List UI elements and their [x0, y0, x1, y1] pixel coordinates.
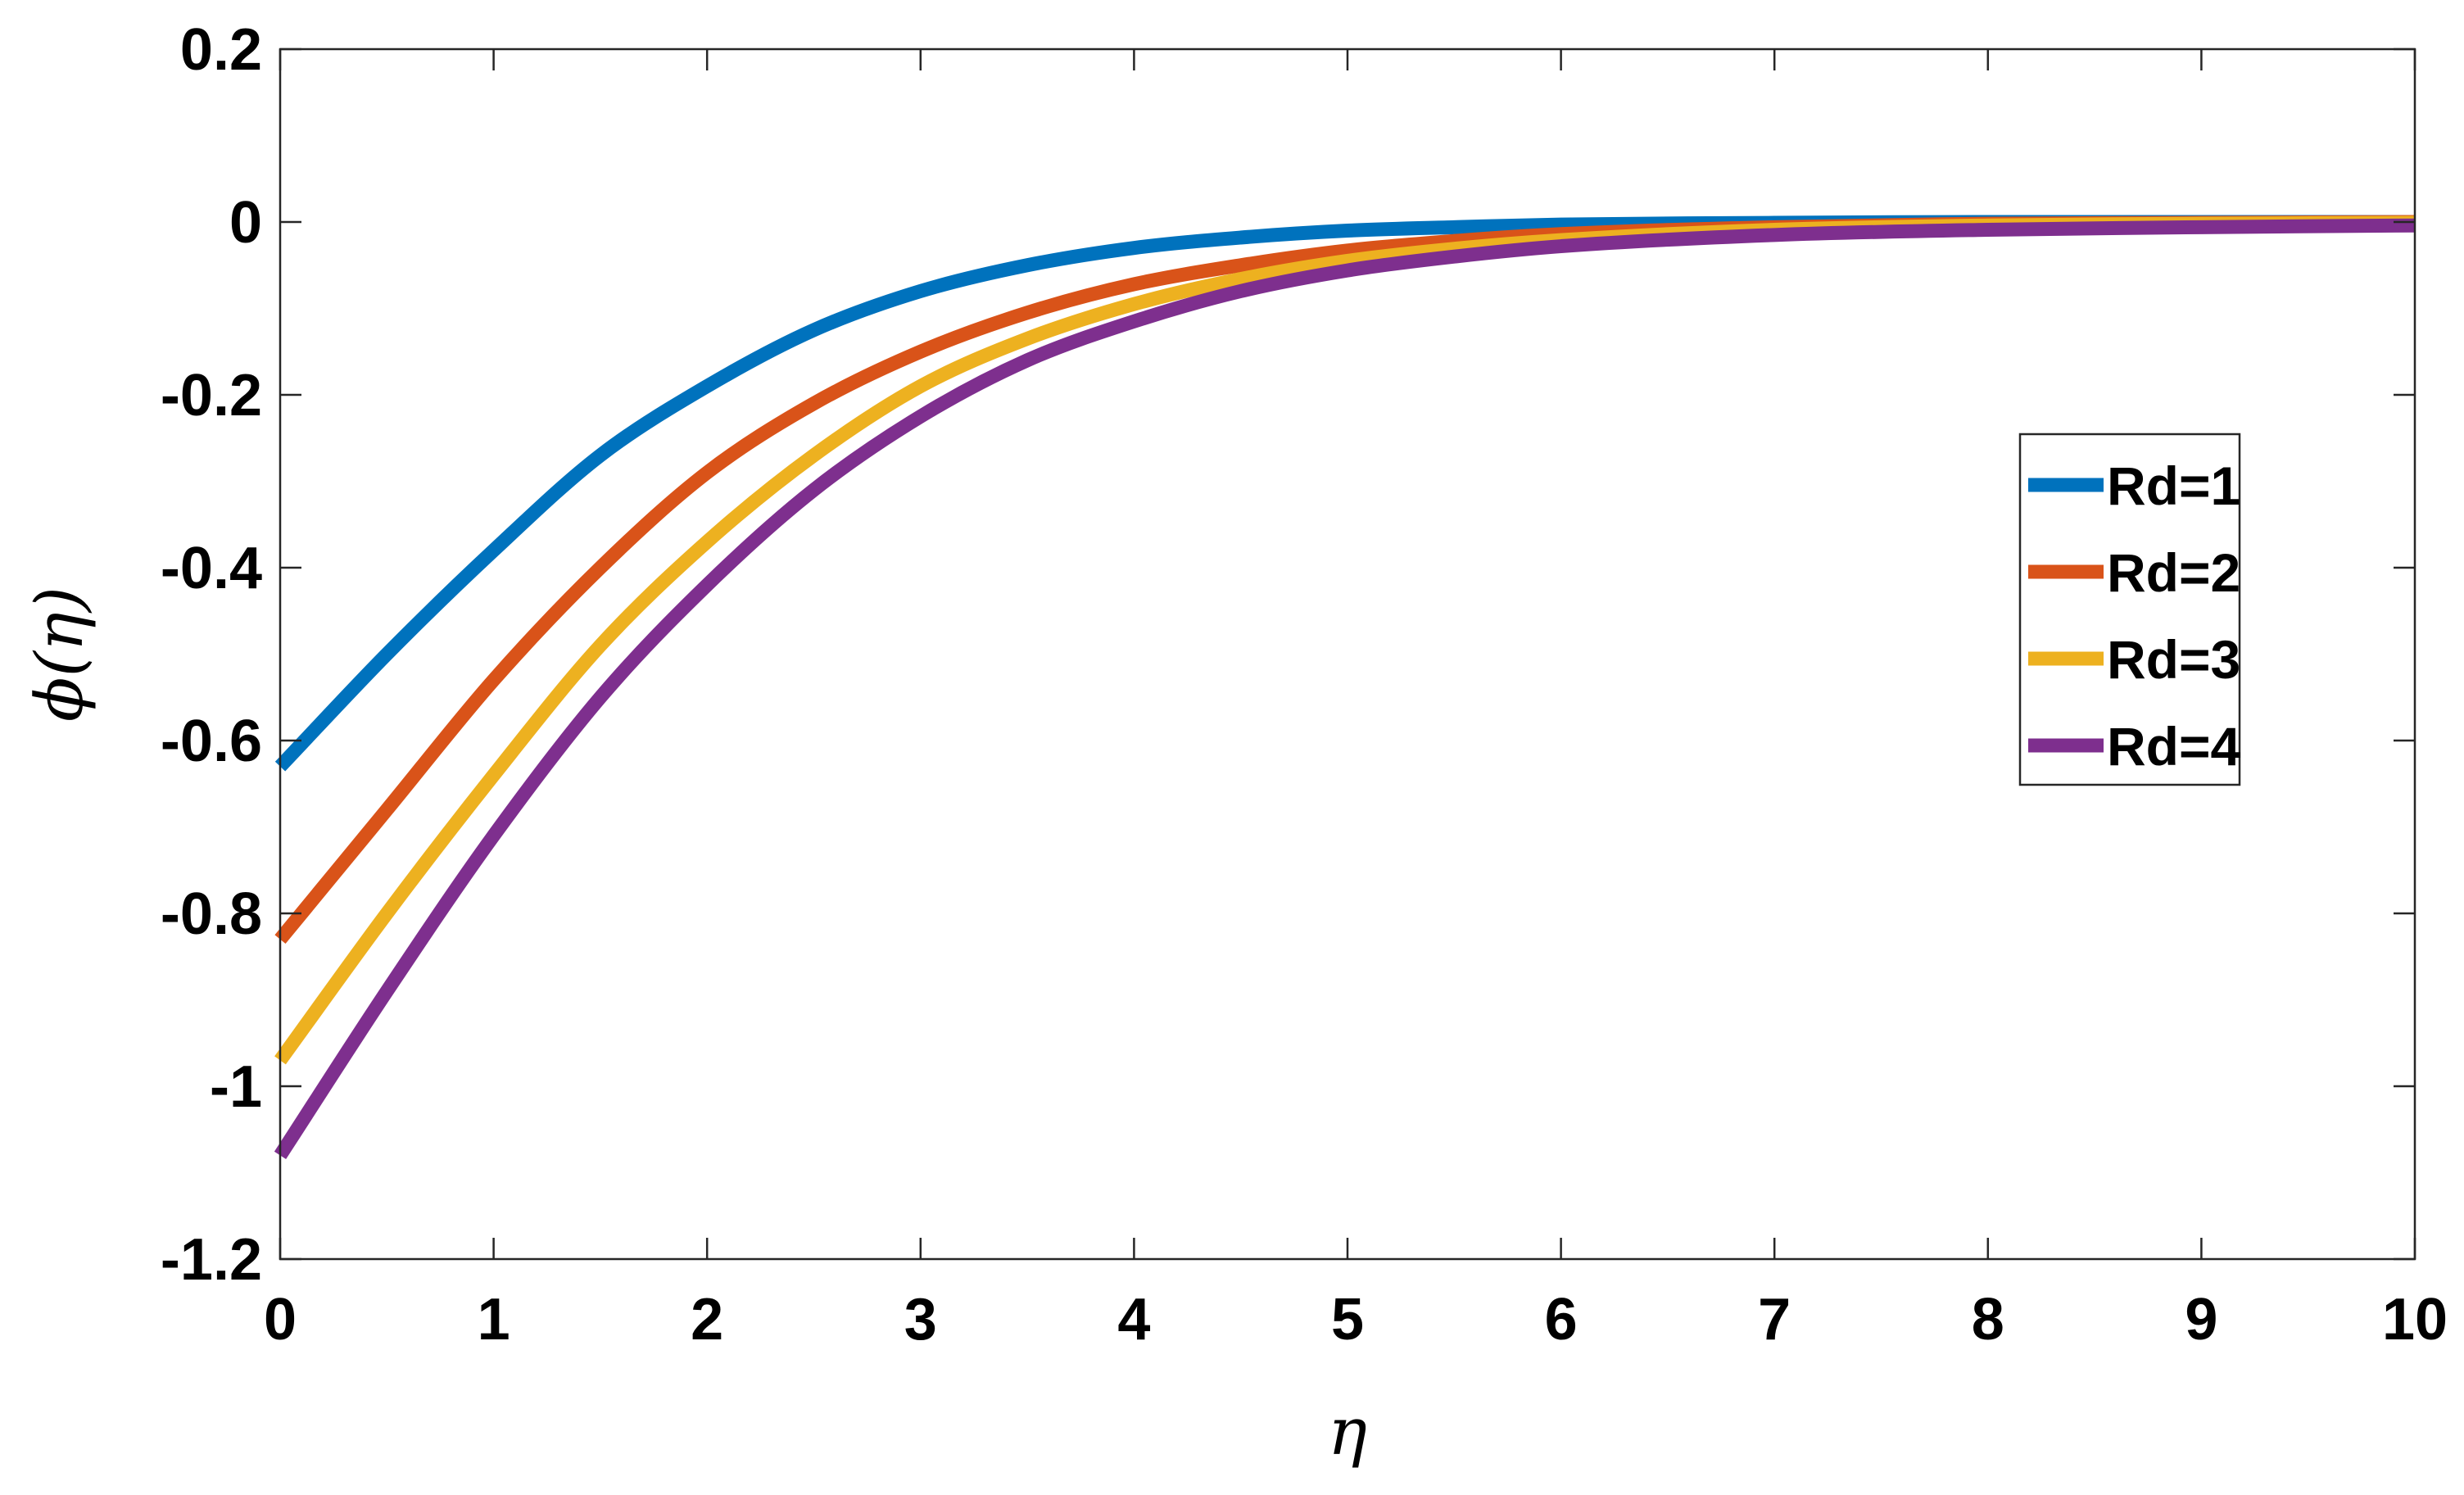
- legend-label: Rd=2: [2107, 542, 2240, 603]
- legend-label: Rd=1: [2107, 455, 2240, 516]
- y-tick-label: -0.4: [161, 536, 262, 601]
- y-tick-label: -1.2: [161, 1227, 262, 1293]
- x-tick-label: 3: [904, 1287, 937, 1352]
- ticks-layer: 0 1 2 3 4 5 6 7 8 9 10 0.2 0 -0.2 -0.4 -0.6 -0.8 -1 -1.2: [161, 17, 2448, 1352]
- x-tick-label: 1: [478, 1287, 510, 1352]
- y-axis-label: ϕ(η): [21, 587, 97, 722]
- x-tick-label: 10: [2382, 1287, 2448, 1352]
- x-tick-label: 5: [1331, 1287, 1364, 1352]
- x-tick-label: 6: [1545, 1287, 1578, 1352]
- x-tick-label: 7: [1758, 1287, 1791, 1352]
- x-tick-label: 0: [264, 1287, 297, 1352]
- y-tick-label: -0.8: [161, 881, 262, 947]
- y-tick-label: 0: [229, 190, 262, 256]
- legend-label: Rd=3: [2107, 629, 2240, 690]
- x-tick-label: 2: [691, 1287, 723, 1352]
- series-line-4: [274, 218, 2416, 1160]
- x-tick-label: 4: [1117, 1287, 1150, 1352]
- y-tick-label: 0.2: [180, 17, 262, 83]
- legend-label: Rd=4: [2107, 716, 2241, 777]
- legend: Rd=1 Rd=2 Rd=3 Rd=4: [2018, 433, 2241, 786]
- y-tick-label: -0.2: [161, 363, 262, 428]
- y-tick-label: -1: [210, 1054, 262, 1120]
- x-axis-label: η: [1328, 1393, 1367, 1470]
- legend-box: [2018, 433, 2241, 786]
- x-tick-label: 8: [1972, 1287, 2004, 1352]
- series-layer: [274, 215, 2416, 1160]
- x-tick-label: 9: [2185, 1287, 2217, 1352]
- y-tick-label: -0.6: [161, 709, 262, 774]
